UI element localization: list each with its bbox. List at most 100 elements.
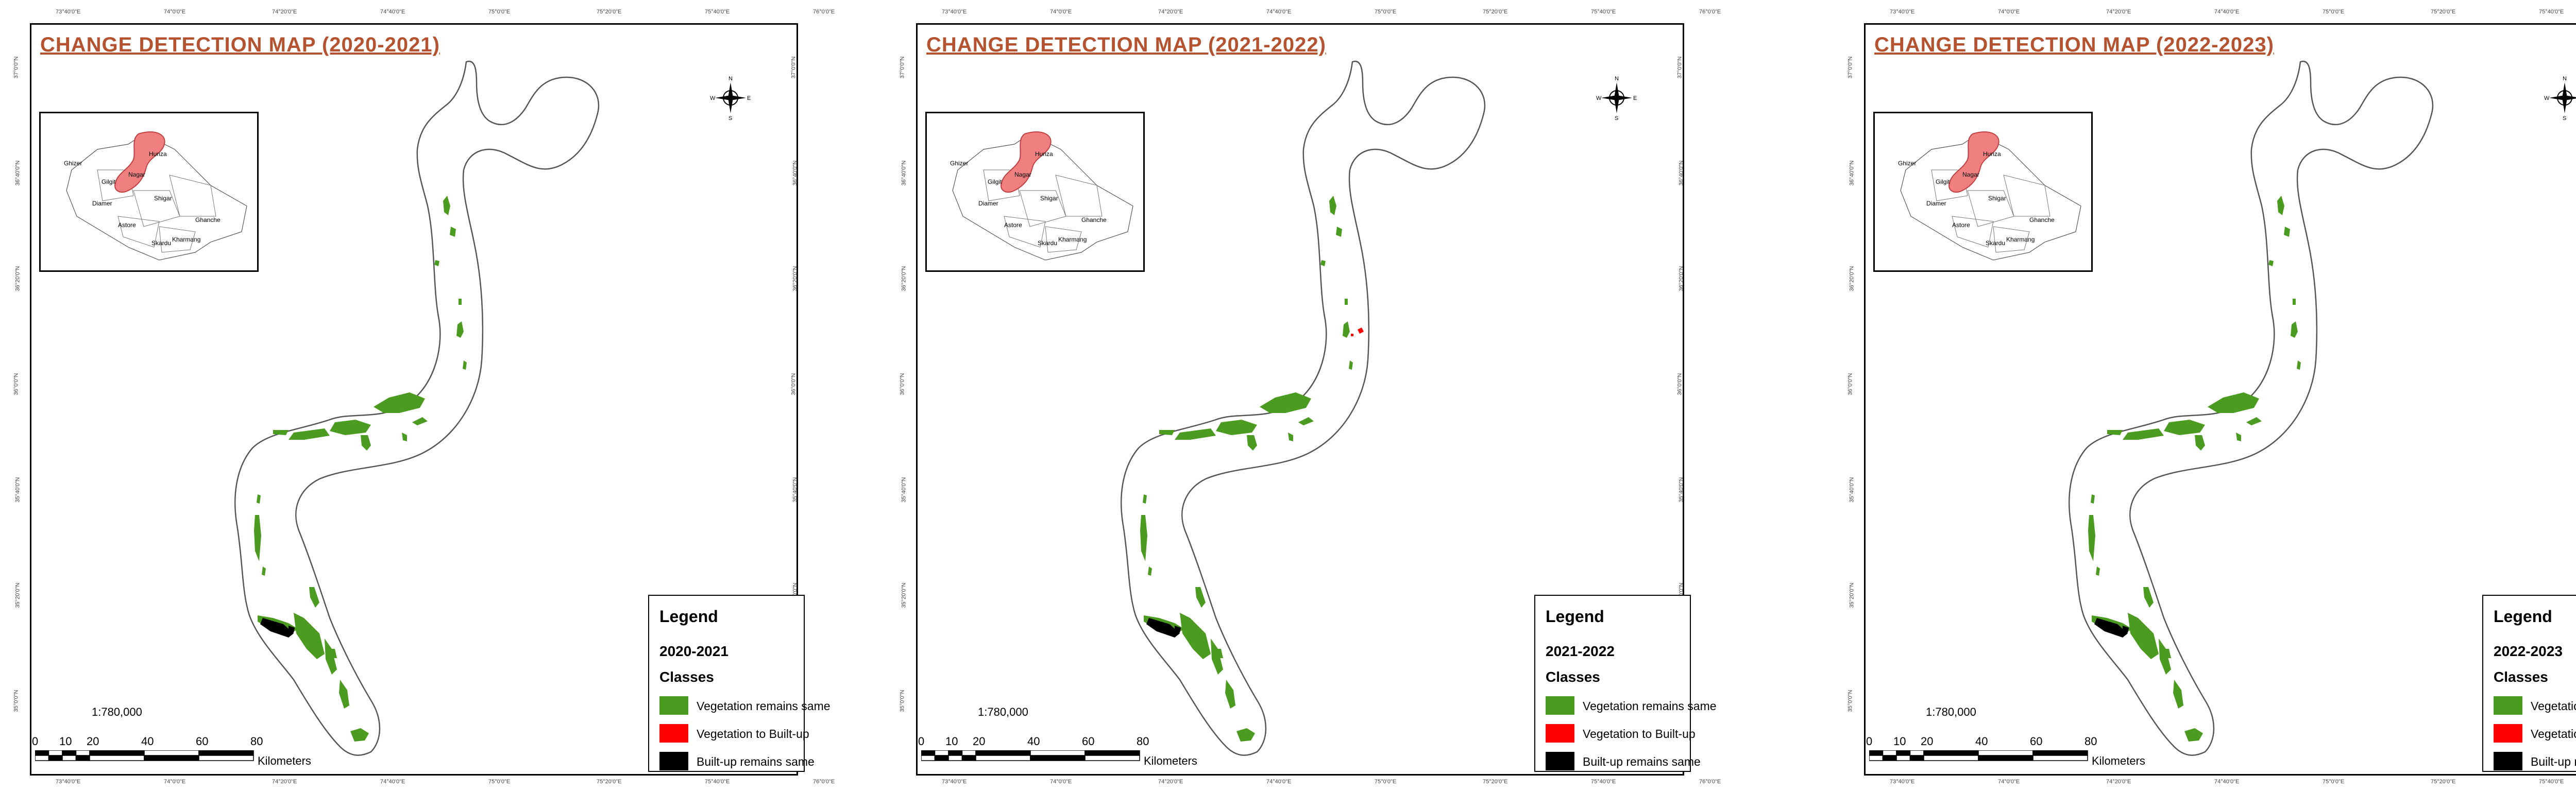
legend-title: Legend — [659, 607, 718, 626]
district-label: Diamer — [92, 200, 112, 207]
vegetation-patch — [330, 649, 337, 658]
district-label: Ghizer — [1898, 160, 1917, 167]
longitude-tick-label: 74°0'0"E — [1998, 779, 2020, 785]
district-label: Ghizer — [950, 160, 969, 167]
legend-swatch — [1546, 696, 1574, 715]
builtup-patch — [2123, 626, 2129, 633]
longitude-tick-label: 74°0'0"E — [1998, 9, 2020, 15]
map-panel: 73°40'0"E 74°0'0"E 74°20'0"E 74°40'0"E 75°0'… — [899, 0, 1721, 809]
district-label: Kharmang — [2006, 236, 2035, 243]
scale-bar — [35, 750, 254, 761]
district-label: Kharmang — [172, 236, 201, 243]
vegetation-patch — [374, 392, 425, 413]
map-title: CHANGE DETECTION MAP (2022-2023) — [1874, 33, 2274, 56]
longitude-tick-label: 75°40'0"E — [1591, 9, 1616, 15]
district-label: Hunza — [1035, 150, 1053, 158]
latitude-tick-label: 36°20'0"N — [1849, 266, 1855, 291]
inset-map-graphic — [1900, 131, 2081, 261]
district-label: Astore — [118, 221, 136, 229]
longitude-tick-label: 74°0'0"E — [1050, 779, 1072, 785]
district-label: Astore — [1952, 221, 1970, 229]
district-label: Ghanche — [195, 216, 221, 223]
svg-text:E: E — [1633, 95, 1637, 101]
vegetation-patch — [1180, 613, 1211, 659]
scale-unit: Kilometers — [258, 754, 311, 767]
latitude-tick-label: 35°20'0"N — [14, 582, 21, 608]
vegetation-patch — [257, 494, 261, 504]
vegetation-patch — [2088, 515, 2095, 561]
study-area-map — [2069, 60, 2434, 756]
latitude-tick-label: 36°20'0"N — [901, 266, 907, 291]
district-boundary — [117, 216, 160, 248]
longitude-tick-label: 74°20'0"E — [272, 779, 297, 785]
legend-swatch — [659, 752, 688, 770]
vegetation-patch — [2277, 196, 2284, 215]
longitude-tick-label: 75°20'0"E — [2431, 9, 2456, 15]
longitude-tick-label: 75°0'0"E — [2323, 779, 2345, 785]
legend-swatch — [659, 696, 688, 715]
district-boundary — [1045, 226, 1082, 253]
vegetation-patch — [294, 613, 325, 659]
longitude-tick-label: 73°40'0"E — [942, 779, 967, 785]
district-boundary — [1952, 216, 1994, 248]
study-area-highlight — [1948, 131, 1999, 193]
district-boundary — [1055, 175, 1103, 217]
latitude-tick-label: 36°40'0"N — [901, 160, 907, 186]
scale-tick-label: 10 — [1893, 735, 1906, 748]
vegetation-patch — [254, 515, 261, 561]
district-label: Shigar — [1040, 195, 1058, 202]
longitude-tick-label: 74°40'0"E — [2214, 779, 2240, 785]
scale-tick-label: 80 — [2084, 735, 2097, 748]
inset-locator-map: Ghizer Hunza Nagar Gilgit Diamer Shigar Ghanch… — [925, 112, 1145, 272]
latitude-tick-label: 35°0'0"N — [1847, 690, 1854, 712]
vegetation-patch — [456, 321, 464, 338]
inset-map-graphic — [66, 131, 247, 261]
vegetation-patch — [1225, 680, 1235, 709]
district-label: Ghizer — [64, 160, 82, 167]
vegetation-patch — [2236, 433, 2241, 441]
district-label: Ghanche — [1081, 216, 1107, 223]
legend-item-label: Built-up remains same — [1583, 755, 1701, 768]
district-label: Ghanche — [2029, 216, 2055, 223]
vegetation-patch — [1195, 587, 1206, 608]
vegetation-patch — [2159, 639, 2171, 675]
longitude-tick-label: 74°0'0"E — [1050, 9, 1072, 15]
longitude-tick-label: 74°40'0"E — [2214, 9, 2240, 15]
district-label: Gilgit — [988, 178, 1002, 185]
vegetation-patch — [1343, 321, 1350, 338]
vegetation-patch — [1159, 430, 1175, 435]
district-boundary — [159, 226, 196, 253]
longitude-tick-label: 75°0'0"E — [2323, 9, 2345, 15]
district-label: Shigar — [1988, 195, 2006, 202]
vegetation-patch — [434, 260, 439, 266]
legend-title: Legend — [2494, 607, 2552, 626]
legend-swatch — [1546, 752, 1574, 770]
vegetation-patch — [1288, 433, 1293, 441]
latitude-tick-label: 37°0'0"N — [13, 56, 20, 79]
latitude-tick-label: 36°0'0"N — [899, 373, 906, 395]
vegetation-patch — [2268, 260, 2274, 266]
vegetation-patch — [1143, 494, 1147, 504]
district-label: Nagar — [1014, 171, 1031, 178]
vegetation-patch — [1320, 260, 1326, 266]
legend-period: 2020-2021 — [659, 643, 728, 659]
map-legend: Legend 2021-2022 Classes Vegetation remains… — [1534, 595, 1717, 772]
scale-tick-label: 20 — [1921, 735, 1934, 748]
scale-tick-label: 0 — [918, 735, 925, 748]
vegetation-patch — [1175, 428, 1216, 440]
legend-classes-label: Classes — [1546, 669, 1600, 685]
legend-title: Legend — [1546, 607, 1604, 626]
district-boundary — [169, 175, 216, 217]
legend-item-label: Vegetation remains same — [697, 699, 831, 713]
district-label: Skardu — [151, 239, 172, 247]
longitude-tick-label: 76°0'0"E — [1699, 779, 1721, 785]
vegetation-patch — [2246, 417, 2262, 425]
longitude-tick-label: 74°0'0"E — [164, 779, 186, 785]
longitude-tick-label: 74°40'0"E — [1266, 779, 1292, 785]
district-label: Kharmang — [1058, 236, 1087, 243]
vegetation-patch — [2096, 566, 2100, 576]
svg-text:S: S — [728, 115, 732, 121]
longitude-tick-label: 73°40'0"E — [56, 779, 81, 785]
district-label: Skardu — [1038, 239, 1058, 247]
